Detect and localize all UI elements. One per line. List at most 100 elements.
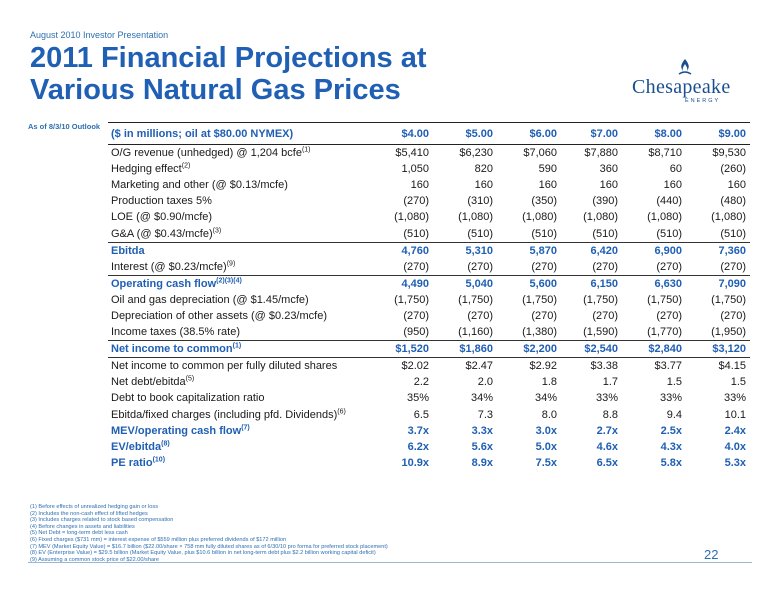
value-cell: (270) (592, 260, 618, 273)
value-cell: 35% (406, 392, 429, 405)
table-row: Net income to common per fully diluted s… (108, 358, 750, 375)
row-label-cell: Ebitda (108, 241, 372, 259)
footnote-ref: (10) (152, 456, 166, 464)
value-cell: 10.9x (401, 456, 429, 469)
value-cell: $4.15 (718, 360, 746, 373)
table-row: Interest (@ $0.23/mcfe)(9) (270) (270) (270… (108, 259, 750, 276)
table-row: MEV/operating cash flow(7) 3.7x 3.3x 3.0x 2.… (108, 423, 750, 439)
value-cell: 5,600 (497, 274, 561, 292)
value-cell: (270) (656, 309, 682, 322)
value-cell: (1,750) (583, 293, 618, 306)
value-cell: (270) (403, 309, 429, 322)
value-cell: 3.0x (535, 424, 557, 437)
row-label: Oil and gas depreciation (@ $1.45/mcfe) (111, 293, 309, 306)
value-cell: (1,080) (647, 211, 682, 224)
value-cell: 2.0 (477, 376, 493, 389)
value-cell: (1,080) (458, 211, 493, 224)
value-cell: (350) (531, 195, 557, 208)
value-cell: 5,870 (497, 241, 561, 259)
table-row: Depreciation of other assets (@ $0.23/mc… (108, 308, 750, 324)
footnote-item: (9) Assuming a common stock price of $22… (30, 556, 160, 563)
value-cell: (270) (467, 260, 493, 273)
row-label: Income taxes (38.5% rate) (111, 326, 241, 339)
value-cell: (510) (592, 227, 618, 240)
value-cell: 590 (538, 163, 557, 176)
column-header: $6.00 (529, 127, 557, 140)
value-cell: 6,150 (561, 274, 622, 292)
value-cell: $1,520 (372, 340, 433, 359)
table-row: Net income to common(1) $1,520 $1,860 $2,20… (108, 340, 750, 359)
value-cell: 4,760 (372, 241, 433, 259)
row-label: Debt to book capitalization ratio (111, 392, 265, 405)
value-cell: (1,590) (583, 326, 618, 339)
row-label: Depreciation of other assets (@ $0.23/mc… (111, 309, 327, 322)
value-cell: 160 (538, 179, 557, 192)
row-label: EV/ebitda (111, 440, 162, 453)
row-label: Operating cash flow (111, 277, 217, 290)
value-cell: 10.1 (724, 408, 746, 421)
value-cell: (510) (720, 227, 746, 240)
row-label: Net income to common per fully diluted s… (111, 360, 338, 373)
footnote-ref: (1) (232, 342, 242, 350)
row-label: G&A (@ $0.43/mcfe) (111, 227, 213, 240)
projections-table: ($ in millions; oil at $80.00 NYMEX) $4.… (108, 122, 750, 471)
value-cell: 9.4 (666, 408, 682, 421)
footnote-item: (6) Fixed charges ($731 mm) = interest e… (30, 536, 287, 543)
row-label: O/G revenue (unhedged) @ 1,204 bcfe (111, 147, 302, 160)
value-cell: 1.7 (602, 376, 618, 389)
value-cell: 160 (474, 179, 493, 192)
value-cell: (270) (403, 260, 429, 273)
value-cell: 2.4x (724, 424, 746, 437)
value-cell: 34% (534, 392, 557, 405)
footnote-item: (3) Includes charges related to stock ba… (30, 517, 174, 524)
value-cell: $7,880 (584, 147, 618, 160)
as-of-note: As of 8/3/10 Outlook (28, 122, 101, 131)
footnote-item: (4) Before changes in assets and liabili… (30, 523, 135, 530)
value-cell: $2,840 (622, 340, 686, 359)
value-cell: 6.2x (407, 440, 429, 453)
table-row: Marketing and other (@ $0.13/mcfe) 160 160… (108, 177, 750, 193)
value-cell: (1,160) (458, 326, 493, 339)
value-cell: 6,630 (622, 274, 686, 292)
value-cell: 1,050 (401, 163, 429, 176)
footnote-ref: (9) (226, 260, 236, 268)
value-cell: 160 (727, 179, 746, 192)
footnote-item: (1) Before effects of unrealized hedging… (30, 504, 159, 510)
value-cell: $7,060 (523, 147, 557, 160)
footnote-ref: (8) (161, 440, 170, 448)
value-cell: (1,750) (394, 293, 429, 306)
page-title: 2011 Financial Projections at Various Na… (30, 42, 427, 106)
projections-table-wrapper: ($ in millions; oil at $80.00 NYMEX) $4.… (108, 122, 750, 471)
row-label-cell: LOE (@ $0.90/mcfe) (108, 209, 372, 225)
table-row: O/G revenue (unhedged) @ 1,204 bcfe(1) $5… (108, 145, 750, 162)
row-label-cell: Net debt/ebitda(5) (108, 374, 372, 390)
value-cell: 8.0 (541, 408, 557, 421)
row-label-cell: MEV/operating cash flow(7) (108, 423, 372, 439)
table-header-label: ($ in millions; oil at $80.00 NYMEX) (111, 127, 294, 140)
value-cell: (1,080) (711, 211, 746, 224)
value-cell: (310) (467, 195, 493, 208)
row-label-cell: PE ratio(10) (108, 455, 372, 471)
row-label: PE ratio (111, 456, 153, 469)
value-cell: 2.7x (596, 424, 618, 437)
title-line-1: 2011 Financial Projections at (30, 42, 427, 74)
row-label: Ebitda/fixed charges (including pfd. Div… (111, 408, 338, 421)
footnote-item: (5) Net Debt = long-term debt less cash (30, 530, 128, 537)
value-cell: 4.6x (596, 440, 618, 453)
bottom-divider (28, 562, 752, 563)
value-cell: $2.02 (401, 360, 429, 373)
row-label-cell: Marketing and other (@ $0.13/mcfe) (108, 177, 372, 193)
row-label-cell: Operating cash flow(2)(3)(4) (108, 274, 372, 292)
table-row: Income taxes (38.5% rate) (950) (1,160) (1,… (108, 324, 750, 341)
value-cell: (510) (531, 227, 557, 240)
column-header: $8.00 (654, 127, 682, 140)
value-cell: $3,120 (686, 340, 750, 359)
row-label-cell: Net income to common(1) (108, 340, 372, 359)
value-cell: (1,750) (647, 293, 682, 306)
value-cell: $5,410 (395, 147, 429, 160)
table-row: Operating cash flow(2)(3)(4) 4,490 5,040 5,… (108, 274, 750, 292)
row-label-cell: Interest (@ $0.23/mcfe)(9) (108, 259, 372, 276)
value-cell: (440) (656, 195, 682, 208)
table-row: Debt to book capitalization ratio 35% 34% 3… (108, 390, 750, 406)
value-cell: 3.3x (471, 424, 493, 437)
